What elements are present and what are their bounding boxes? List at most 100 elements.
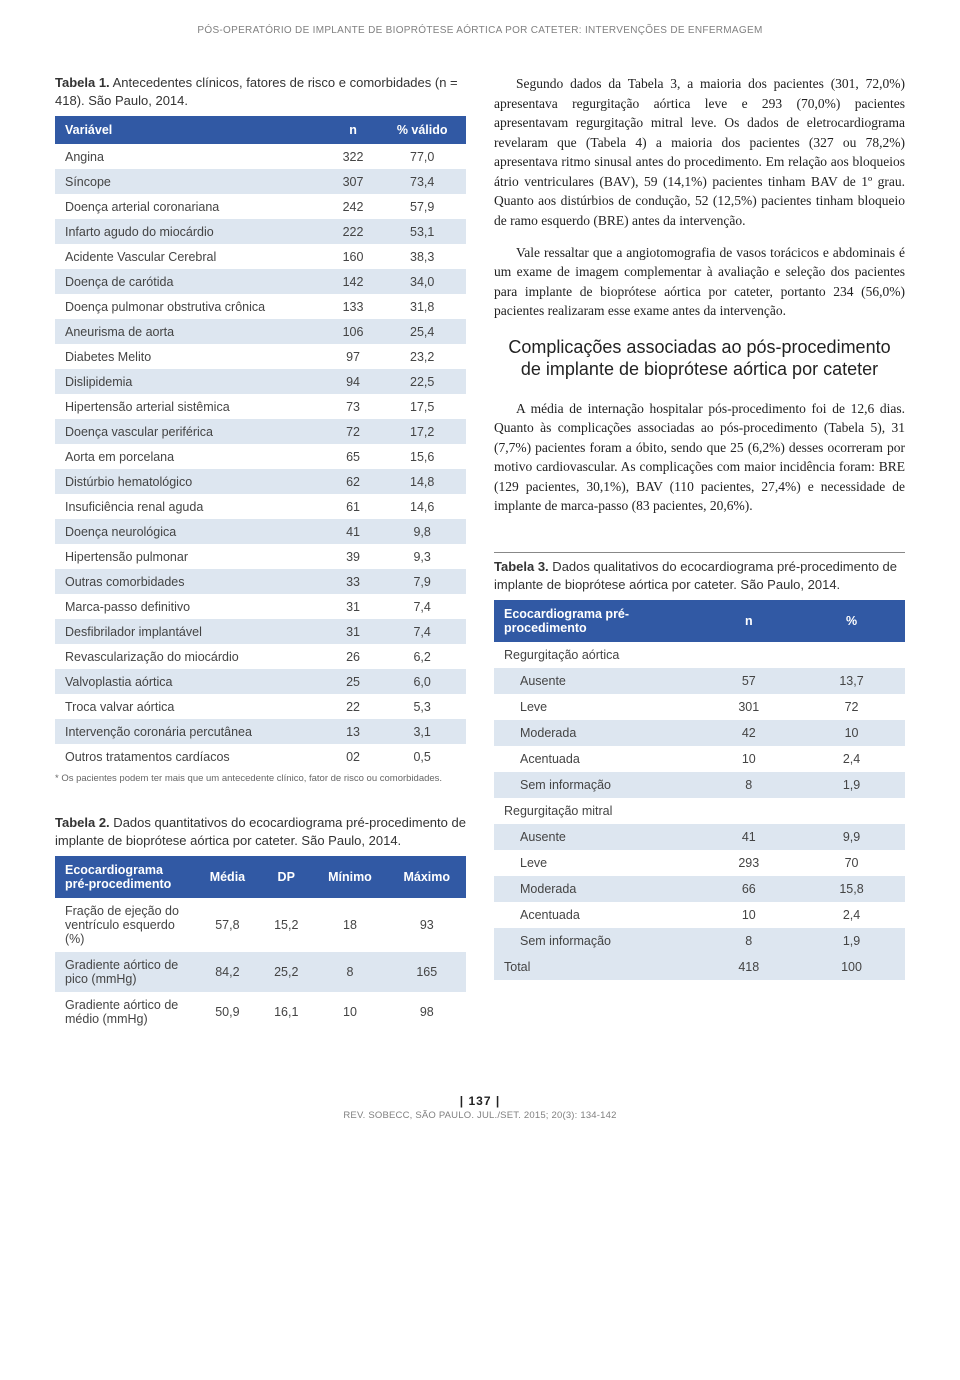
cell-pct: 14,6 bbox=[378, 494, 466, 519]
table-row: Valvoplastia aórtica256,0 bbox=[55, 669, 466, 694]
table-row: Desfibrilador implantável317,4 bbox=[55, 619, 466, 644]
cell-variable: Doença arterial coronariana bbox=[55, 194, 328, 219]
table-row: Marca-passo definitivo317,4 bbox=[55, 594, 466, 619]
cell-n: 31 bbox=[328, 619, 379, 644]
table-2-title: Tabela 2. Dados quantitativos do ecocard… bbox=[55, 814, 466, 850]
cell-n: 160 bbox=[328, 244, 379, 269]
table-row: Angina32277,0 bbox=[55, 144, 466, 169]
cell-value: 57,8 bbox=[195, 898, 260, 952]
page-number: | 137 | bbox=[55, 1094, 905, 1108]
cell-variable: Intervenção coronária percutânea bbox=[55, 719, 328, 744]
t2-h1: Média bbox=[195, 856, 260, 898]
cell-n: 42 bbox=[700, 720, 799, 746]
cell-value: 165 bbox=[388, 952, 466, 992]
cell-value: 15,2 bbox=[260, 898, 312, 952]
cell-variable: Hipertensão pulmonar bbox=[55, 544, 328, 569]
cell-label: Sem informação bbox=[494, 928, 700, 954]
cell-variable: Doença pulmonar obstrutiva crônica bbox=[55, 294, 328, 319]
cell-variable: Doença de carótida bbox=[55, 269, 328, 294]
table-row: Sem informação81,9 bbox=[494, 772, 905, 798]
cell-pct: 1,9 bbox=[798, 772, 905, 798]
cell-pct: 34,0 bbox=[378, 269, 466, 294]
cell-variable: Doença neurológica bbox=[55, 519, 328, 544]
table-row: Outros tratamentos cardíacos020,5 bbox=[55, 744, 466, 769]
t1-h2: % válido bbox=[378, 116, 466, 144]
cell-pct: 9,8 bbox=[378, 519, 466, 544]
table-1-block: Tabela 1. Antecedentes clínicos, fatores… bbox=[55, 74, 466, 786]
para-1: Segundo dados da Tabela 3, a maioria dos… bbox=[494, 74, 905, 231]
cell-n: 307 bbox=[328, 169, 379, 194]
table-row: Leve29370 bbox=[494, 850, 905, 876]
cell-n: 33 bbox=[328, 569, 379, 594]
cell-n: 142 bbox=[328, 269, 379, 294]
cell-variable: Aorta em porcelana bbox=[55, 444, 328, 469]
cell-n: 72 bbox=[328, 419, 379, 444]
cell-value: 8 bbox=[312, 952, 387, 992]
cell-label: Moderada bbox=[494, 876, 700, 902]
table-2-title-rest: Dados quantitativos do ecocardiograma pr… bbox=[55, 815, 466, 848]
table-row: Doença vascular periférica7217,2 bbox=[55, 419, 466, 444]
table-row: Outras comorbidades337,9 bbox=[55, 569, 466, 594]
table-2-block: Tabela 2. Dados quantitativos do ecocard… bbox=[55, 814, 466, 1032]
cell-n: 133 bbox=[328, 294, 379, 319]
table-row: Doença de carótida14234,0 bbox=[55, 269, 466, 294]
cell-n: 22 bbox=[328, 694, 379, 719]
cell-pct: 13,7 bbox=[798, 668, 905, 694]
table-3-title-rest: Dados qualitativos do ecocardiograma pré… bbox=[494, 559, 897, 592]
cell-value: 98 bbox=[388, 992, 466, 1032]
cell-n: 13 bbox=[328, 719, 379, 744]
cell-n: 242 bbox=[328, 194, 379, 219]
cell-n: 02 bbox=[328, 744, 379, 769]
cell-n: 25 bbox=[328, 669, 379, 694]
cell-n: 10 bbox=[700, 746, 799, 772]
table-row: Aorta em porcelana6515,6 bbox=[55, 444, 466, 469]
table-group-header: Regurgitação mitral bbox=[494, 798, 905, 824]
table-row: Revascularização do miocárdio266,2 bbox=[55, 644, 466, 669]
cell-pct: 57,9 bbox=[378, 194, 466, 219]
cell-variable: Doença vascular periférica bbox=[55, 419, 328, 444]
table-row: Insuficiência renal aguda6114,6 bbox=[55, 494, 466, 519]
cell-label: Sem informação bbox=[494, 772, 700, 798]
cell-pct: 31,8 bbox=[378, 294, 466, 319]
table-row: Gradiente aórtico de pico (mmHg)84,225,2… bbox=[55, 952, 466, 992]
table-row: Síncope30773,4 bbox=[55, 169, 466, 194]
cell-value: 18 bbox=[312, 898, 387, 952]
table-row: Doença pulmonar obstrutiva crônica13331,… bbox=[55, 294, 466, 319]
cell-n: 8 bbox=[700, 772, 799, 798]
cell-value: 10 bbox=[312, 992, 387, 1032]
t3-h2: % bbox=[798, 600, 905, 642]
cell-total-label: Total bbox=[494, 954, 700, 980]
cell-pct: 22,5 bbox=[378, 369, 466, 394]
cell-n: 26 bbox=[328, 644, 379, 669]
cell-n: 41 bbox=[700, 824, 799, 850]
cell-value: 25,2 bbox=[260, 952, 312, 992]
table-2: Ecocardiograma pré-procedimento Média DP… bbox=[55, 856, 466, 1032]
cell-pct: 70 bbox=[798, 850, 905, 876]
cell-pct: 9,3 bbox=[378, 544, 466, 569]
cell-variable: Valvoplastia aórtica bbox=[55, 669, 328, 694]
cell-pct: 3,1 bbox=[378, 719, 466, 744]
table-row: Diabetes Melito9723,2 bbox=[55, 344, 466, 369]
table-row: Acentuada102,4 bbox=[494, 746, 905, 772]
cell-pct: 0,5 bbox=[378, 744, 466, 769]
t2-h4: Máximo bbox=[388, 856, 466, 898]
t3-h1: n bbox=[700, 600, 799, 642]
para-2: Vale ressaltar que a angiotomografia de … bbox=[494, 243, 905, 321]
left-column: Tabela 1. Antecedentes clínicos, fatores… bbox=[55, 74, 466, 1060]
cell-label: Fração de ejeção do ventrículo esquerdo … bbox=[55, 898, 195, 952]
cell-variable: Marca-passo definitivo bbox=[55, 594, 328, 619]
cell-variable: Acidente Vascular Cerebral bbox=[55, 244, 328, 269]
cell-n: 57 bbox=[700, 668, 799, 694]
cell-n: 65 bbox=[328, 444, 379, 469]
table-1-title-rest: Antecedentes clínicos, fatores de risco … bbox=[55, 75, 458, 108]
t1-h1: n bbox=[328, 116, 379, 144]
cell-variable: Desfibrilador implantável bbox=[55, 619, 328, 644]
cell-value: 84,2 bbox=[195, 952, 260, 992]
cell-label: Acentuada bbox=[494, 746, 700, 772]
cell-variable: Diabetes Melito bbox=[55, 344, 328, 369]
cell-pct: 2,4 bbox=[798, 746, 905, 772]
t1-h0: Variável bbox=[55, 116, 328, 144]
cell-label: Leve bbox=[494, 694, 700, 720]
cell-value: 50,9 bbox=[195, 992, 260, 1032]
cell-n: 39 bbox=[328, 544, 379, 569]
